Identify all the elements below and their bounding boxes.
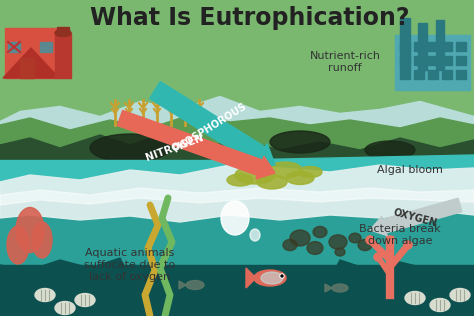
FancyArrow shape (370, 198, 462, 236)
Bar (0, 220, 474, 316)
Bar (0, 265, 474, 316)
Ellipse shape (281, 275, 283, 277)
Ellipse shape (261, 272, 283, 284)
Bar (418, 23, 427, 70)
Bar (442, 70, 452, 79)
Ellipse shape (250, 229, 260, 241)
Bar (414, 42, 424, 51)
Bar (395, 35, 470, 90)
Ellipse shape (55, 29, 71, 37)
Polygon shape (246, 268, 256, 288)
Bar (442, 42, 452, 51)
Ellipse shape (405, 291, 425, 305)
Polygon shape (0, 155, 474, 210)
Ellipse shape (374, 253, 382, 261)
Text: Nutrient-rich
runoff: Nutrient-rich runoff (310, 51, 381, 73)
Text: What Is Eutrophication?: What Is Eutrophication? (90, 6, 410, 30)
Polygon shape (0, 165, 474, 222)
Bar (414, 70, 424, 79)
Bar (400, 18, 410, 70)
Ellipse shape (35, 289, 55, 301)
Bar (0, 200, 474, 275)
Bar (436, 20, 444, 70)
Ellipse shape (32, 222, 52, 258)
Text: OXYGEN: OXYGEN (392, 207, 438, 229)
Bar (0, 160, 474, 316)
Bar (40, 42, 52, 52)
Text: Aquatic animals
suffocate due to
lack of oxygen: Aquatic animals suffocate due to lack of… (84, 248, 175, 282)
Bar (55, 33, 71, 78)
Ellipse shape (227, 174, 253, 186)
Ellipse shape (329, 235, 347, 249)
Ellipse shape (404, 241, 412, 249)
Bar (456, 42, 466, 51)
Ellipse shape (286, 172, 314, 185)
Polygon shape (0, 0, 474, 120)
Polygon shape (325, 284, 332, 292)
FancyArrow shape (118, 111, 275, 179)
Bar (57, 27, 69, 35)
Ellipse shape (430, 299, 450, 312)
Ellipse shape (298, 167, 322, 178)
Ellipse shape (270, 131, 330, 153)
Ellipse shape (268, 162, 302, 178)
Bar (414, 56, 424, 65)
Ellipse shape (235, 166, 275, 184)
Ellipse shape (7, 226, 29, 264)
Text: Algal bloom: Algal bloom (377, 165, 443, 175)
Ellipse shape (254, 270, 286, 286)
Ellipse shape (221, 201, 249, 235)
Ellipse shape (280, 274, 284, 278)
Polygon shape (179, 281, 186, 289)
Text: NITROGEN: NITROGEN (145, 133, 205, 163)
Ellipse shape (290, 230, 310, 246)
Polygon shape (0, 258, 150, 316)
Ellipse shape (55, 301, 75, 314)
Bar (456, 70, 466, 79)
Ellipse shape (307, 242, 323, 254)
Bar (456, 56, 466, 65)
Bar (428, 70, 438, 79)
Polygon shape (0, 188, 474, 205)
Polygon shape (0, 135, 474, 316)
Bar (20, 58, 34, 78)
Polygon shape (3, 48, 59, 78)
Bar (400, 70, 410, 79)
Bar (428, 56, 438, 65)
Bar (5, 28, 57, 78)
Ellipse shape (186, 281, 204, 289)
Ellipse shape (90, 134, 170, 162)
Ellipse shape (16, 208, 44, 252)
Ellipse shape (257, 175, 287, 189)
Bar (0, 275, 474, 316)
FancyArrow shape (150, 82, 275, 167)
Bar (442, 56, 452, 65)
Ellipse shape (450, 289, 470, 301)
Text: PHOSPHOROUS: PHOSPHOROUS (172, 101, 249, 155)
Ellipse shape (365, 141, 415, 159)
Ellipse shape (313, 226, 327, 238)
Text: Bacteria break
down algae: Bacteria break down algae (359, 224, 441, 246)
Bar (400, 42, 410, 51)
Ellipse shape (366, 236, 374, 244)
Ellipse shape (335, 248, 345, 256)
Ellipse shape (332, 284, 348, 292)
Ellipse shape (75, 294, 95, 307)
Polygon shape (0, 115, 474, 316)
Polygon shape (310, 260, 474, 316)
Ellipse shape (349, 233, 361, 243)
Bar (428, 42, 438, 51)
Bar (400, 56, 410, 65)
Ellipse shape (358, 240, 372, 251)
Ellipse shape (386, 236, 394, 244)
Ellipse shape (283, 240, 297, 251)
Bar (8, 42, 20, 52)
